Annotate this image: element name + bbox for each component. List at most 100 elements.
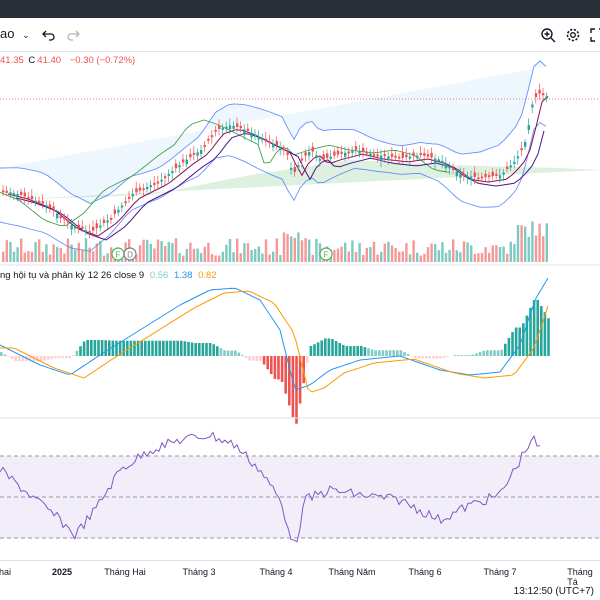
axis-label: Tháng Năm	[328, 567, 376, 577]
candle	[430, 152, 433, 158]
macd-histogram-bar	[147, 340, 151, 356]
candle	[282, 148, 286, 151]
candle	[106, 220, 109, 223]
candle	[178, 165, 181, 168]
macd-histogram-bar	[446, 356, 449, 357]
volume-bar	[200, 253, 203, 262]
undo-button[interactable]	[38, 24, 60, 46]
macd-histogram-bar	[151, 340, 154, 356]
volume-bar	[182, 255, 185, 262]
candle	[117, 209, 120, 213]
candle	[225, 126, 228, 129]
volume-bar	[304, 238, 307, 262]
fullscreen-icon	[590, 28, 600, 42]
volume-bar	[95, 243, 98, 262]
event-marker-label: D	[127, 251, 133, 260]
candle	[502, 172, 505, 175]
volume-bar	[207, 242, 210, 262]
ichimoku-cloud	[0, 160, 600, 200]
volume-bar	[275, 238, 278, 262]
candle	[56, 213, 59, 219]
macd-histogram-bar	[457, 355, 460, 356]
macd-histogram-bar	[374, 350, 377, 356]
macd-line-value: 1.38	[173, 270, 193, 281]
candle	[20, 191, 23, 195]
macd-histogram-bar	[360, 346, 363, 356]
change-value: −0.30 (−0.72%)	[69, 55, 136, 66]
candle	[257, 136, 260, 140]
candle	[2, 190, 5, 193]
interval-selector[interactable]: ao ⌄	[0, 26, 30, 41]
volume-bar	[462, 241, 466, 262]
macd-histogram-bar	[136, 340, 140, 356]
candle	[308, 152, 311, 156]
volume-bar	[531, 221, 534, 262]
redo-button[interactable]	[62, 24, 84, 46]
volume-bar	[423, 253, 426, 262]
candle	[498, 175, 502, 179]
macd-histogram-bar	[518, 327, 521, 356]
volume-bar	[426, 247, 430, 262]
candle	[452, 167, 455, 170]
candle	[185, 159, 188, 165]
macd-histogram-bar	[417, 356, 421, 359]
macd-histogram-bar	[194, 343, 197, 356]
volume-bar	[41, 251, 44, 262]
volume-bar	[470, 245, 473, 262]
volume-bar	[27, 250, 30, 262]
candle	[473, 172, 476, 178]
axis-label: Tháng 3	[182, 567, 216, 577]
candle	[480, 176, 484, 179]
volume-bar	[336, 248, 340, 262]
volume-bar	[59, 248, 62, 262]
macd-histogram-bar	[327, 338, 331, 356]
candle	[311, 146, 314, 152]
candle	[354, 146, 358, 151]
volume-bar	[149, 243, 152, 262]
candle	[437, 159, 440, 162]
search-plus-button[interactable]	[537, 24, 559, 46]
volume-bar	[347, 251, 350, 262]
window-top-strip	[0, 0, 600, 18]
axis-label: Tháng Hai	[104, 567, 146, 577]
settings-button[interactable]	[562, 24, 584, 46]
volume-bar	[351, 240, 354, 262]
macd-histogram-bar	[460, 355, 464, 356]
volume-bar	[477, 253, 480, 262]
volume-bar	[279, 255, 282, 262]
candle	[142, 188, 145, 191]
macd-histogram-bar	[421, 356, 424, 359]
macd-histogram-bar	[392, 350, 395, 356]
volume-bar	[214, 255, 217, 262]
macd-histogram-bar	[316, 342, 320, 356]
volume-bar	[300, 240, 304, 262]
volume-bar	[333, 250, 336, 262]
candle	[74, 226, 77, 229]
volume-bar	[171, 243, 174, 262]
fullscreen-button[interactable]	[586, 24, 600, 46]
time-axis[interactable]: hai 2025 Tháng Hai Tháng 3 Tháng 4 Tháng…	[0, 560, 600, 587]
macd-histogram-bar	[468, 355, 471, 356]
macd-histogram-bar	[255, 356, 259, 361]
macd-histogram-bar	[237, 352, 241, 356]
macd-histogram-bar	[385, 350, 388, 356]
candle	[484, 173, 487, 178]
volume-bar	[192, 248, 196, 262]
volume-bar	[491, 245, 494, 262]
macd-histogram-bar	[111, 340, 115, 356]
volume-bar	[372, 241, 376, 262]
candle	[221, 127, 224, 130]
volume-bar	[416, 252, 419, 262]
candle	[207, 138, 210, 141]
candle	[362, 147, 365, 152]
macd-histogram-bar	[306, 356, 309, 363]
candle	[131, 194, 134, 197]
macd-histogram-bar	[201, 343, 205, 356]
volume-bar	[146, 239, 149, 262]
macd-histogram-bar	[216, 346, 219, 356]
volume-bar	[142, 239, 145, 262]
candle	[261, 138, 264, 141]
volume-bar	[484, 247, 487, 262]
event-marker	[319, 247, 333, 261]
